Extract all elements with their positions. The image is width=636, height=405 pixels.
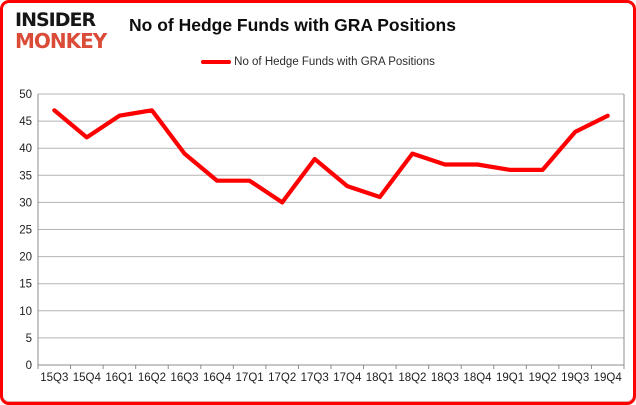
y-axis-tick-label: 50: [19, 89, 32, 101]
x-axis-tick-label: 16Q2: [138, 372, 166, 384]
x-axis-tick-label: 18Q1: [366, 372, 394, 384]
y-axis-tick-label: 40: [19, 143, 32, 155]
x-axis-tick-label: 16Q3: [170, 372, 198, 384]
logo-monkey-text: MONKEY: [15, 29, 107, 53]
x-axis-tick-label: 19Q1: [496, 372, 524, 384]
x-axis-tick-label: 17Q2: [268, 372, 296, 384]
legend-line-swatch: [201, 60, 232, 64]
logo-insider-text: INSIDER: [15, 9, 96, 31]
x-axis-tick-label: 17Q4: [333, 372, 362, 384]
series-line: [52, 108, 610, 205]
x-axis-tick-label: 19Q4: [594, 372, 623, 384]
legend-label: No of Hedge Funds with GRA Positions: [234, 56, 435, 68]
x-axis-tick-label: 15Q4: [73, 372, 102, 384]
x-axis-tick-label: 17Q3: [301, 372, 329, 384]
y-axis-tick-label: 10: [19, 306, 32, 318]
chart-legend: No of Hedge Funds with GRA Positions: [3, 56, 633, 68]
line-chart: 0 5 10 15 20 25 30 35 40 45 50 15Q3 15Q4 16Q1 16Q2 16Q3…: [19, 89, 625, 384]
chart-title: No of Hedge Funds with GRA Positions: [129, 15, 456, 35]
x-axis-tick-label: 17Q1: [236, 372, 264, 384]
y-axis-tick-label: 45: [19, 116, 32, 128]
insider-monkey-logo: INSIDER MONKEY: [15, 9, 125, 53]
x-axis-tick-label: 19Q3: [561, 372, 589, 384]
y-axis-tick-label: 20: [19, 252, 32, 264]
y-axis-tick-label: 0: [26, 360, 32, 372]
y-axis-tick-label: 5: [26, 333, 32, 345]
x-axis-tick-label: 18Q3: [431, 372, 459, 384]
y-axis-tick-label: 35: [19, 170, 32, 182]
x-axis-tick-label: 16Q1: [105, 372, 133, 384]
x-axis-tick-label: 15Q3: [40, 372, 68, 384]
x-axis-tick-label: 16Q4: [203, 372, 232, 384]
y-axis-tick-label: 25: [19, 225, 32, 237]
x-axis-tick-label: 19Q2: [529, 372, 557, 384]
x-axis-tick-label: 18Q4: [463, 372, 492, 384]
x-axis-tick-label: 18Q2: [398, 372, 426, 384]
y-axis-tick-label: 30: [19, 197, 32, 209]
y-axis-tick-label: 15: [19, 279, 32, 291]
